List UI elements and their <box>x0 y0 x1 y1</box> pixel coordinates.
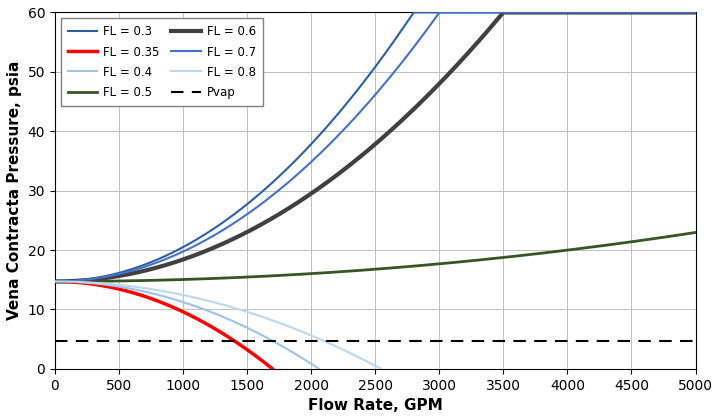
X-axis label: Flow Rate, GPM: Flow Rate, GPM <box>308 398 443 413</box>
Legend: FL = 0.3, FL = 0.35, FL = 0.4, FL = 0.5, FL = 0.6, FL = 0.7, FL = 0.8, Pvap: FL = 0.3, FL = 0.35, FL = 0.4, FL = 0.5,… <box>60 18 263 106</box>
Y-axis label: Vena Contracta Pressure, psia: Vena Contracta Pressure, psia <box>7 61 22 320</box>
